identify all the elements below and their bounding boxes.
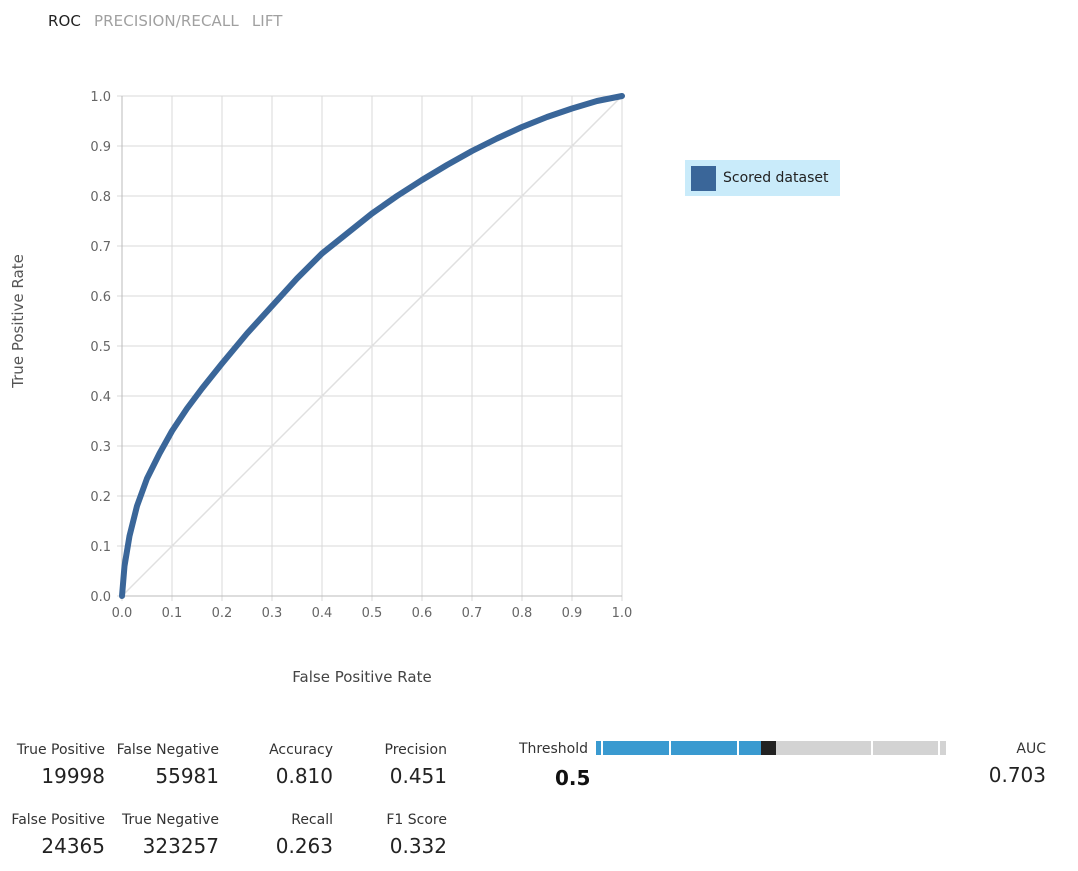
- metric-false-positive: False Positive 24365: [5, 812, 105, 858]
- slider-tick: [669, 741, 671, 755]
- reference-diagonal: [121, 95, 623, 597]
- slider-tick: [938, 741, 940, 755]
- x-tick-label: 0.1: [162, 606, 183, 621]
- threshold-slider[interactable]: [596, 741, 946, 755]
- chart-tabs: ROC PRECISION/RECALL LIFT: [48, 12, 283, 34]
- metric-precision: Precision 0.451: [355, 742, 447, 788]
- metric-false-negative: False Negative 55981: [110, 742, 219, 788]
- metric-true-positive: True Positive 19998: [10, 742, 105, 788]
- metric-auc: AUC 0.703: [989, 741, 1046, 787]
- x-tick-label: 0.6: [412, 606, 433, 621]
- x-tick-label: 0.2: [212, 606, 233, 621]
- false-negative-value: 55981: [155, 764, 219, 788]
- metric-true-negative: True Negative 323257: [110, 812, 219, 858]
- auc-label: AUC: [1016, 741, 1046, 757]
- x-tick-label: 0.3: [262, 606, 283, 621]
- precision-value: 0.451: [389, 764, 447, 788]
- legend-item-scored-dataset[interactable]: Scored dataset: [685, 160, 840, 196]
- y-tick-label: 1.0: [90, 90, 111, 105]
- roc-curve: [119, 93, 625, 599]
- x-tick-label: 0.5: [362, 606, 383, 621]
- metric-f1-score: F1 Score 0.332: [355, 812, 447, 858]
- y-tick-label: 0.4: [90, 390, 111, 405]
- false-positive-value: 24365: [41, 834, 105, 858]
- roc-chart: 0.0 0.1 0.2 0.3 0.4 0.5 0.6 0.7 0.8 0.9 1.0 0.0 0.1 0…: [90, 90, 633, 621]
- y-tick-label: 0.9: [90, 140, 111, 155]
- y-tick-label: 0.7: [90, 240, 111, 255]
- false-positive-label: False Positive: [11, 812, 105, 828]
- true-negative-label: True Negative: [121, 812, 219, 828]
- y-axis-label: True Positive Rate: [9, 254, 27, 388]
- x-tick-label: 0.0: [112, 606, 133, 621]
- y-tick-label: 0.3: [90, 440, 111, 455]
- tab-precision-recall[interactable]: PRECISION/RECALL: [94, 12, 239, 30]
- x-tick-label: 1.0: [612, 606, 633, 621]
- false-negative-label: False Negative: [116, 742, 219, 758]
- slider-thumb[interactable]: [761, 741, 776, 755]
- legend-label: Scored dataset: [723, 170, 829, 186]
- true-positive-label: True Positive: [16, 742, 105, 758]
- precision-label: Precision: [384, 742, 447, 758]
- y-tick-label: 0.6: [90, 290, 111, 305]
- slider-fill: [596, 741, 761, 755]
- metric-recall: Recall 0.263: [240, 812, 333, 858]
- y-tick-label: 0.8: [90, 190, 111, 205]
- auc-value: 0.703: [988, 763, 1046, 787]
- threshold-value: 0.5: [555, 766, 591, 790]
- accuracy-label: Accuracy: [269, 742, 333, 758]
- x-tick-label: 0.9: [562, 606, 583, 621]
- x-tick-label: 0.8: [512, 606, 533, 621]
- accuracy-value: 0.810: [275, 764, 333, 788]
- f1-score-value: 0.332: [389, 834, 447, 858]
- true-negative-value: 323257: [142, 834, 219, 858]
- threshold-label: Threshold: [519, 741, 588, 757]
- y-tick-label: 0.2: [90, 490, 111, 505]
- y-tick-label: 0.0: [90, 590, 111, 605]
- f1-score-label: F1 Score: [386, 812, 447, 828]
- recall-label: Recall: [291, 812, 333, 828]
- slider-tick: [871, 741, 873, 755]
- true-positive-value: 19998: [41, 764, 105, 788]
- x-tick-label: 0.4: [312, 606, 333, 621]
- recall-value: 0.263: [275, 834, 333, 858]
- slider-tick: [737, 741, 739, 755]
- tab-roc[interactable]: ROC: [48, 12, 82, 30]
- tab-lift[interactable]: LIFT: [251, 12, 283, 30]
- x-tick-label: 0.7: [462, 606, 483, 621]
- x-axis-label: False Positive Rate: [292, 668, 432, 686]
- metric-accuracy: Accuracy 0.810: [240, 742, 333, 788]
- y-tick-label: 0.1: [90, 540, 111, 555]
- legend-swatch: [691, 165, 716, 191]
- slider-tick: [601, 741, 603, 755]
- y-tick-label: 0.5: [90, 340, 111, 355]
